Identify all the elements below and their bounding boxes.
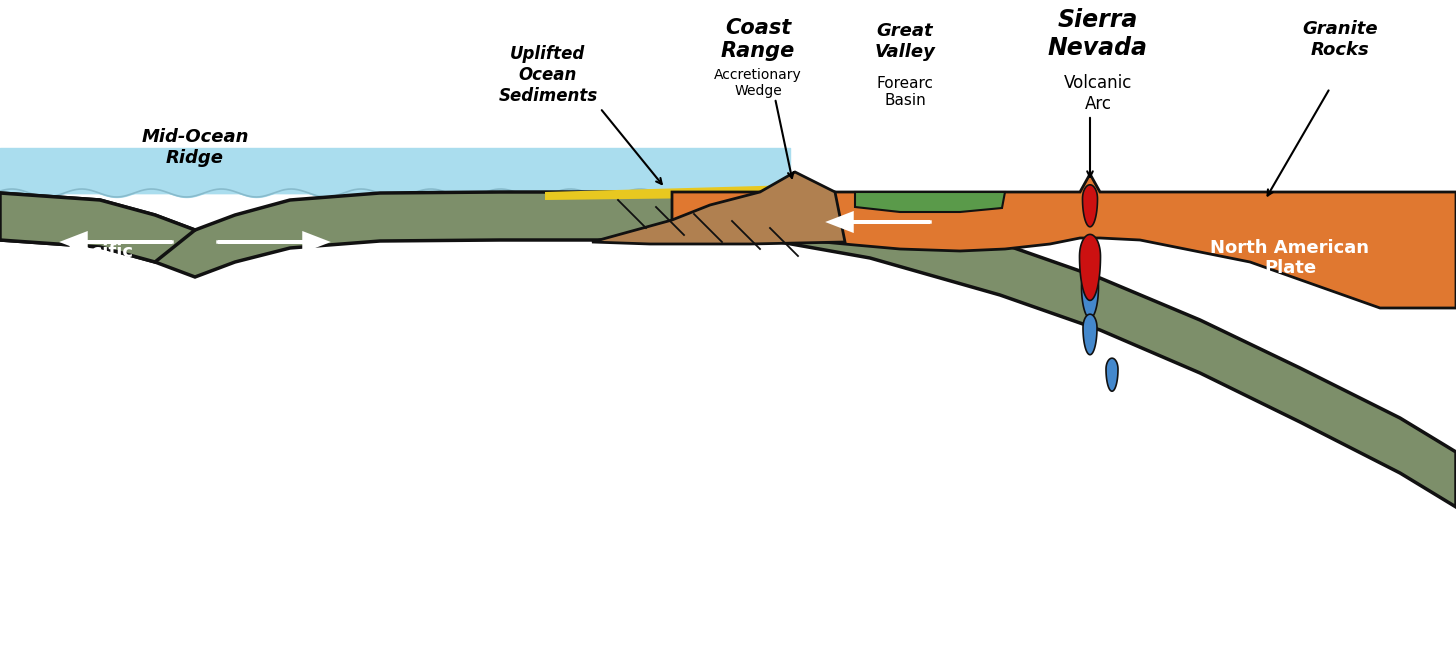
Polygon shape xyxy=(1079,234,1101,300)
Polygon shape xyxy=(1107,358,1118,391)
Polygon shape xyxy=(1083,314,1096,355)
Polygon shape xyxy=(673,174,1456,308)
Text: Sierra
Nevada: Sierra Nevada xyxy=(1048,8,1147,60)
Polygon shape xyxy=(0,192,1456,507)
Polygon shape xyxy=(593,172,844,244)
Polygon shape xyxy=(855,192,1005,212)
FancyArrow shape xyxy=(830,213,930,230)
Polygon shape xyxy=(0,193,195,262)
Polygon shape xyxy=(1082,270,1098,318)
Polygon shape xyxy=(1082,185,1098,227)
FancyArrow shape xyxy=(218,234,326,251)
Text: Mid-Ocean
Ridge: Mid-Ocean Ridge xyxy=(141,128,249,167)
Text: Volcanic
Arc: Volcanic Arc xyxy=(1064,74,1133,113)
Text: North American
Plate: North American Plate xyxy=(1210,239,1370,277)
Text: Granite
Rocks: Granite Rocks xyxy=(1302,20,1377,59)
FancyArrow shape xyxy=(547,272,644,305)
Text: Uplifted
Ocean
Sediments: Uplifted Ocean Sediments xyxy=(498,45,597,104)
Text: Accretionary
Wedge: Accretionary Wedge xyxy=(713,68,802,98)
Text: Coast
Range: Coast Range xyxy=(721,18,795,61)
Text: Pacific
Plate: Pacific Plate xyxy=(67,243,132,281)
Polygon shape xyxy=(545,185,834,200)
Text: Farallon
Plate: Farallon Plate xyxy=(451,243,533,281)
Text: Forearc
Basin: Forearc Basin xyxy=(877,76,933,108)
FancyArrow shape xyxy=(64,234,172,251)
Text: Great
Valley: Great Valley xyxy=(875,22,935,61)
